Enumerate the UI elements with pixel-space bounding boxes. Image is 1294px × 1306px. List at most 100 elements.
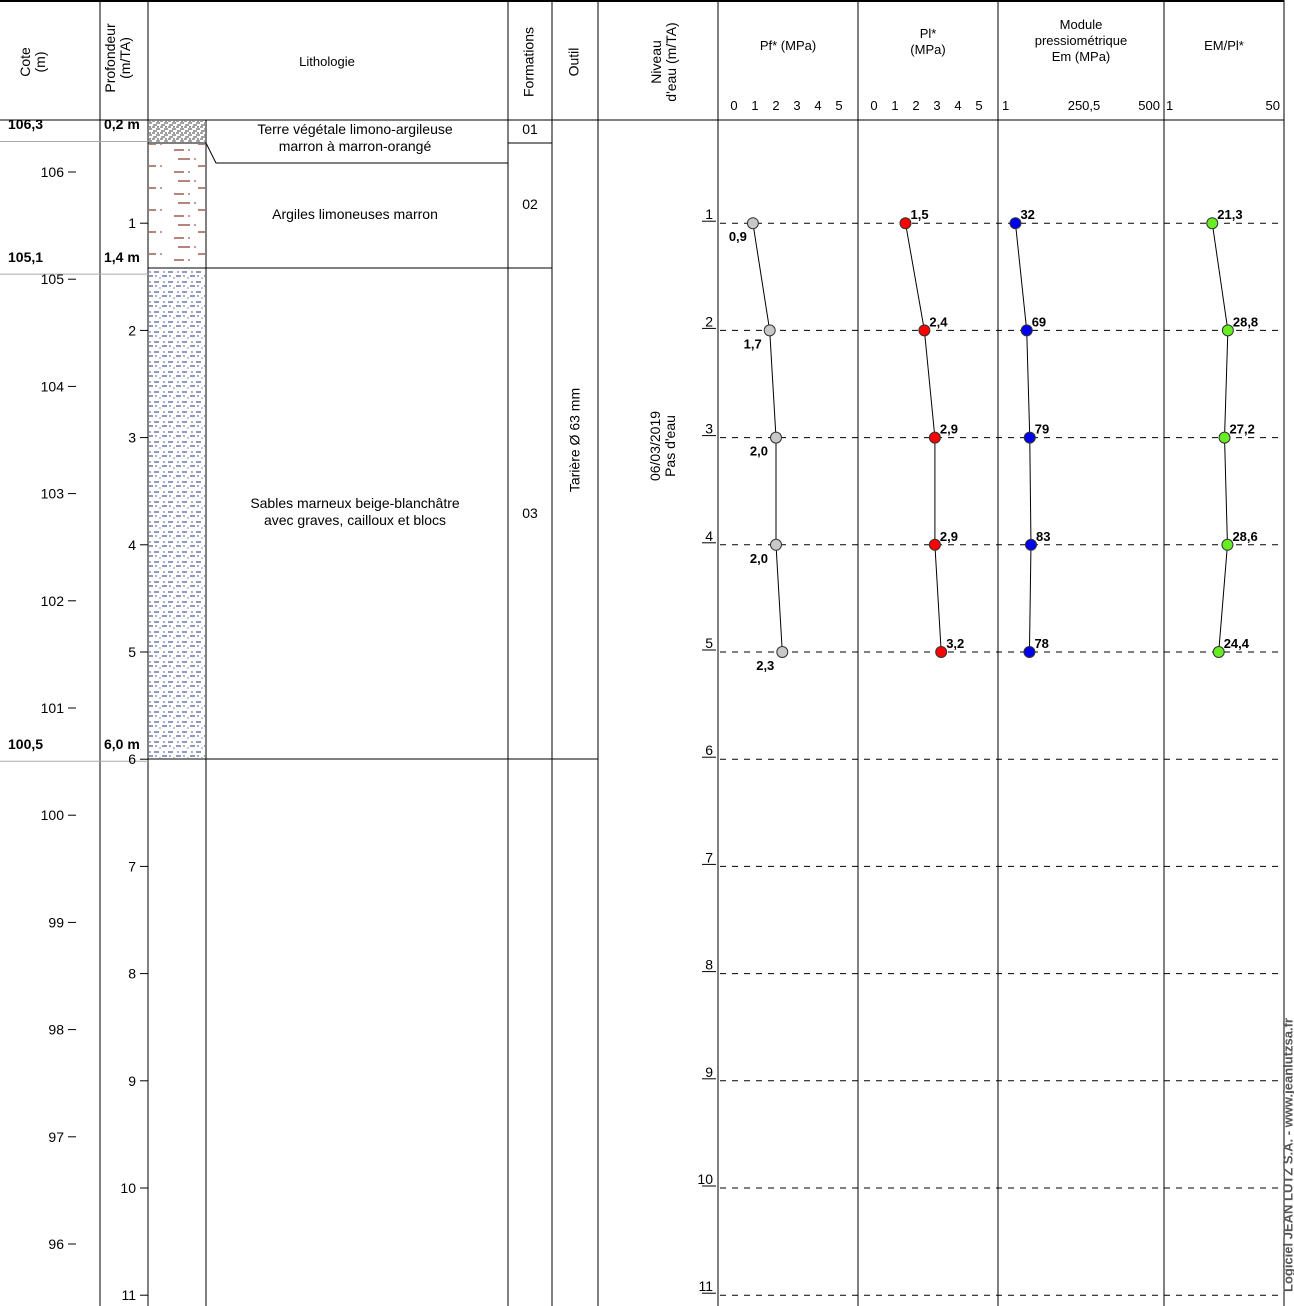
data-label-3: 28,8 — [1233, 314, 1258, 329]
data-label-0: 2,3 — [756, 658, 774, 673]
formation-code-2: 02 — [508, 196, 552, 212]
depth-tick-label: 10 — [120, 1180, 136, 1196]
header-formations-text: Formations — [520, 26, 537, 98]
header-profondeur-text: Profondeur (m/TA) — [102, 23, 133, 93]
data-point-3 — [1206, 217, 1219, 230]
header-outil-text: Outil — [565, 47, 582, 77]
test-depth-label: 2 — [705, 313, 713, 329]
data-label-2: 79 — [1035, 422, 1049, 437]
header-pl: Pl* (MPa) — [858, 26, 998, 58]
layer-description-2: Argiles limoneuses marron — [210, 206, 500, 223]
data-label-3: 27,2 — [1230, 422, 1255, 437]
data-point-1 — [935, 646, 948, 658]
layer-marker-depth: 1,4 m — [104, 249, 140, 265]
layer-marker-cote: 106,3 — [8, 116, 43, 132]
data-label-0: 0,9 — [729, 229, 747, 244]
depth-tick-label: 6 — [128, 751, 136, 767]
data-point-1 — [918, 324, 931, 337]
empl-scale-label: 1 — [1166, 98, 1173, 113]
layer-description-1: Terre végétale limono-argileuse marron à… — [210, 121, 500, 155]
header-cote-text: Cote (m) — [17, 47, 48, 77]
water-status-text: Pas d'eau — [662, 415, 678, 477]
em-scale-label: 1 — [1002, 98, 1009, 113]
cote-tick-label: 97 — [48, 1129, 64, 1145]
test-depth-label: 9 — [705, 1064, 713, 1080]
data-point-0 — [776, 646, 789, 658]
pl-scale-label: 3 — [933, 98, 940, 113]
layer-marker-depth: 0,2 m — [104, 116, 140, 132]
header-formations: Formations — [520, 26, 537, 98]
layer-marker-cote: 100,5 — [8, 736, 43, 752]
pf-scale-label: 5 — [835, 98, 842, 113]
lith-pattern-topsoil — [149, 121, 205, 142]
header-niveau: Niveau d'eau (m/TA) — [648, 22, 679, 101]
layer-description-1-text: Terre végétale limono-argileuse marron à… — [257, 121, 453, 154]
cote-tick-label: 102 — [41, 593, 65, 609]
cote-tick-label: 96 — [48, 1236, 64, 1252]
test-depth-label: 1 — [705, 206, 713, 222]
pf-scale-label: 4 — [814, 98, 821, 113]
data-point-3 — [1212, 646, 1225, 658]
test-depth-label: 5 — [705, 635, 713, 651]
test-depth-label: 7 — [705, 849, 713, 865]
cote-tick-label: 100 — [41, 807, 65, 823]
software-watermark: Logiciel JEAN LUTZ S.A. - www.jeanlutzsa… — [1281, 1018, 1294, 1292]
layer-boundary-1 — [148, 142, 508, 164]
data-label-2: 69 — [1032, 314, 1046, 329]
pl-scale-label: 2 — [912, 98, 919, 113]
formation-code-2-text: 02 — [522, 196, 538, 212]
data-label-3: 24,4 — [1224, 636, 1250, 651]
pl-scale-label: 0 — [870, 98, 877, 113]
header-em-text: Module pressiométrique Em (MPa) — [1034, 17, 1128, 64]
data-label-0: 2,0 — [750, 551, 768, 566]
cote-tick-label: 106 — [41, 164, 65, 180]
data-label-1: 3,2 — [946, 636, 964, 651]
depth-tick-label: 1 — [128, 215, 136, 231]
header-pf-text: Pf* (MPa) — [759, 38, 817, 53]
cote-tick-label: 98 — [48, 1022, 64, 1038]
layer-marker-cote: 105,1 — [8, 249, 43, 265]
depth-tick-label: 11 — [121, 1287, 136, 1303]
depth-tick-label: 4 — [128, 537, 136, 553]
test-depth-label: 6 — [705, 742, 713, 758]
data-point-3 — [1218, 431, 1231, 444]
layer-marker-depth: 6,0 m — [104, 736, 140, 752]
data-point-0 — [746, 217, 759, 230]
depth-tick-label: 3 — [128, 430, 136, 446]
empl-scale-label: 50 — [1266, 98, 1280, 113]
data-point-0 — [763, 324, 776, 337]
data-point-0 — [770, 431, 782, 444]
test-depth-label: 8 — [705, 957, 713, 973]
em-scale-label: 250,5 — [1068, 98, 1101, 113]
software-watermark-text: Logiciel JEAN LUTZ S.A. - www.jeanlutzsa… — [1280, 1018, 1294, 1292]
depth-tick-label: 9 — [128, 1073, 136, 1089]
pf-scale-label: 2 — [772, 98, 779, 113]
depth-tick-label: 2 — [128, 322, 136, 338]
layer-description-2-text: Argiles limoneuses marron — [272, 206, 438, 222]
tool-label: Tarière Ø 63 mm — [567, 388, 583, 492]
formation-code-1-text: 01 — [522, 121, 538, 137]
header-em: Module pressiométrique Em (MPa) — [998, 17, 1164, 65]
data-label-3: 28,6 — [1232, 529, 1257, 544]
header-profondeur: Profondeur (m/TA) — [102, 23, 133, 93]
pl-scale-label: 1 — [891, 98, 898, 113]
header-pl-text: Pl* (MPa) — [910, 26, 946, 57]
cote-tick-label: 101 — [41, 700, 65, 716]
depth-tick-label: 5 — [128, 644, 136, 660]
formation-code-1: 01 — [508, 121, 552, 137]
depth-tick-label: 8 — [128, 966, 136, 982]
header-cote: Cote (m) — [17, 47, 48, 77]
lith-pattern-clay — [149, 144, 205, 267]
data-point-2 — [1024, 538, 1037, 551]
data-point-2 — [1023, 646, 1036, 658]
formation-code-3-text: 03 — [522, 505, 538, 521]
header-lithologie-text: Lithologie — [299, 54, 355, 69]
data-point-1 — [928, 431, 941, 444]
data-label-0: 1,7 — [744, 336, 762, 351]
data-point-2 — [1023, 431, 1036, 444]
cote-tick-label: 105 — [41, 271, 65, 287]
cote-tick-label: 99 — [48, 914, 64, 930]
pl-scale-label: 4 — [954, 98, 961, 113]
